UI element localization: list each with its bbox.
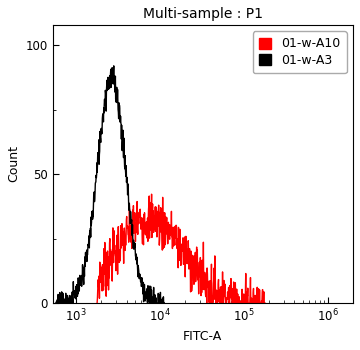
01-w-A10	[149, 192, 154, 196]
01-w-A10	[263, 301, 267, 305]
Legend: 01-w-A10, 01-w-A3: 01-w-A10, 01-w-A3	[253, 31, 347, 74]
01-w-A10	[233, 285, 237, 289]
01-w-A3	[122, 156, 126, 161]
Line: 01-w-A10: 01-w-A10	[97, 194, 265, 303]
01-w-A3	[133, 241, 137, 245]
X-axis label: FITC-A: FITC-A	[183, 330, 222, 343]
01-w-A10	[175, 246, 179, 251]
01-w-A3	[132, 241, 136, 245]
Line: 01-w-A3: 01-w-A3	[56, 66, 164, 303]
Y-axis label: Count: Count	[7, 146, 20, 182]
01-w-A10	[176, 266, 180, 270]
01-w-A3	[67, 296, 71, 300]
01-w-A3	[97, 138, 101, 142]
01-w-A10	[195, 248, 199, 252]
01-w-A3	[162, 301, 166, 305]
01-w-A3	[89, 224, 93, 228]
01-w-A3	[54, 301, 58, 305]
01-w-A3	[112, 64, 116, 68]
01-w-A10	[186, 239, 190, 243]
Title: Multi-sample : P1: Multi-sample : P1	[143, 7, 263, 21]
01-w-A10	[259, 301, 264, 305]
01-w-A10	[95, 301, 99, 305]
